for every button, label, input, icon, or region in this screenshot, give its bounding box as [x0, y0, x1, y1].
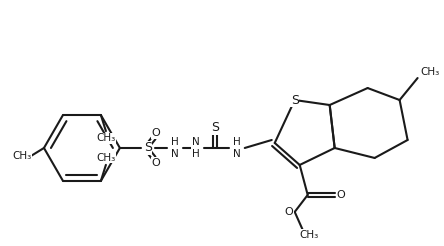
Text: O: O	[151, 158, 160, 168]
Text: S: S	[211, 122, 219, 135]
Text: H
N: H N	[233, 137, 241, 159]
Text: O: O	[284, 207, 293, 217]
Text: CH₃: CH₃	[420, 67, 440, 77]
Text: O: O	[151, 128, 160, 138]
Text: N
H: N H	[192, 137, 200, 159]
Text: H
N: H N	[171, 137, 178, 159]
Text: S: S	[291, 93, 299, 107]
Text: CH₃: CH₃	[12, 151, 32, 161]
Text: CH₃: CH₃	[96, 153, 115, 163]
Text: CH₃: CH₃	[96, 133, 115, 143]
Text: CH₃: CH₃	[299, 230, 318, 240]
Text: O: O	[336, 190, 345, 200]
Text: S: S	[144, 141, 152, 154]
